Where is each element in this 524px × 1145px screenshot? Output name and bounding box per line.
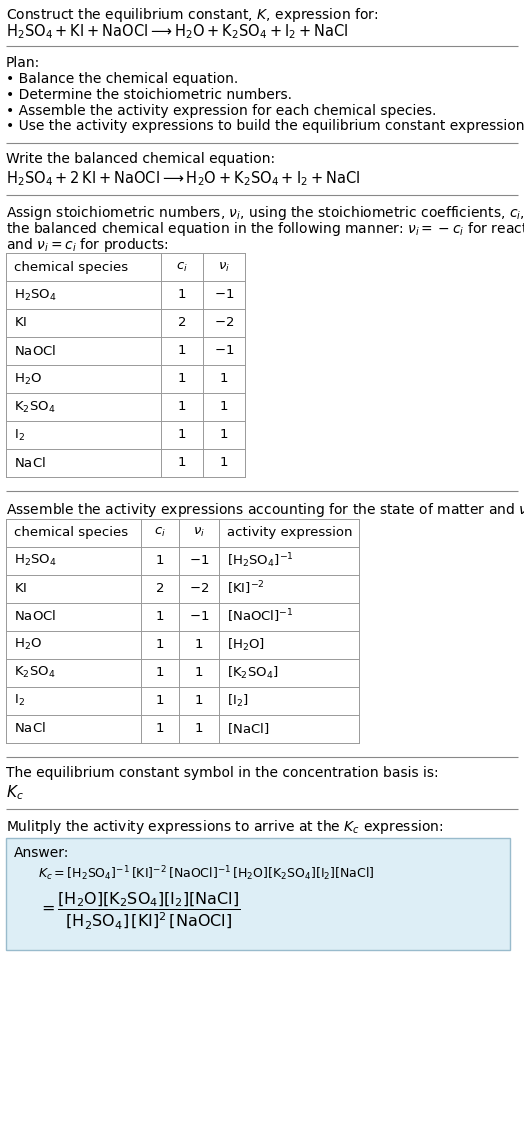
Text: $\mathrm{NaOCl}$: $\mathrm{NaOCl}$ [14,609,56,624]
Text: Construct the equilibrium constant, $K$, expression for:: Construct the equilibrium constant, $K$,… [6,6,378,24]
Text: $\mathrm{NaOCl}$: $\mathrm{NaOCl}$ [14,344,56,358]
Text: $\mathrm{H_2O}$: $\mathrm{H_2O}$ [14,371,42,387]
Text: 1: 1 [195,666,203,679]
Text: 1: 1 [156,666,164,679]
Text: the balanced chemical equation in the following manner: $\nu_i = -c_i$ for react: the balanced chemical equation in the fo… [6,220,524,238]
Text: $[\mathrm{I_2}]$: $[\mathrm{I_2}]$ [227,693,248,709]
Text: 2: 2 [178,316,186,330]
Text: $\mathrm{H_2SO_4 + 2\,KI + NaOCl} \longrightarrow \mathrm{H_2O + K_2SO_4 + I_2 +: $\mathrm{H_2SO_4 + 2\,KI + NaOCl} \longr… [6,169,361,188]
Text: $[\mathrm{H_2O}]$: $[\mathrm{H_2O}]$ [227,637,265,653]
Text: The equilibrium constant symbol in the concentration basis is:: The equilibrium constant symbol in the c… [6,766,439,781]
Text: $\mathrm{I_2}$: $\mathrm{I_2}$ [14,427,25,443]
Text: $\mathrm{H_2SO_4}$: $\mathrm{H_2SO_4}$ [14,553,57,568]
Text: Assemble the activity expressions accounting for the state of matter and $\nu_i$: Assemble the activity expressions accoun… [6,502,524,519]
Text: $-1$: $-1$ [214,289,234,301]
Text: Assign stoichiometric numbers, $\nu_i$, using the stoichiometric coefficients, $: Assign stoichiometric numbers, $\nu_i$, … [6,205,524,222]
Text: $\mathrm{KI}$: $\mathrm{KI}$ [14,316,27,330]
Text: 1: 1 [178,345,186,357]
Text: activity expression: activity expression [227,526,353,539]
Text: 1: 1 [178,457,186,469]
Text: 1: 1 [220,372,228,386]
Text: 1: 1 [178,401,186,413]
Text: $\mathrm{KI}$: $\mathrm{KI}$ [14,582,27,595]
Text: 2: 2 [156,582,164,595]
Text: $\nu_i$: $\nu_i$ [193,526,205,539]
Text: Mulitply the activity expressions to arrive at the $K_c$ expression:: Mulitply the activity expressions to arr… [6,819,443,837]
Text: 1: 1 [156,610,164,623]
Text: 1: 1 [220,457,228,469]
Text: Write the balanced chemical equation:: Write the balanced chemical equation: [6,152,275,166]
Text: $-2$: $-2$ [214,316,234,330]
Text: $-1$: $-1$ [214,345,234,357]
Text: and $\nu_i = c_i$ for products:: and $\nu_i = c_i$ for products: [6,236,169,253]
FancyBboxPatch shape [6,838,510,950]
Text: $K_c = [\mathrm{H_2SO_4}]^{-1}\,[\mathrm{KI}]^{-2}\,[\mathrm{NaOCl}]^{-1}\,[\mat: $K_c = [\mathrm{H_2SO_4}]^{-1}\,[\mathrm… [38,864,375,883]
Text: $c_i$: $c_i$ [176,260,188,274]
Text: $\mathrm{H_2O}$: $\mathrm{H_2O}$ [14,637,42,652]
Text: 1: 1 [220,401,228,413]
Text: $\mathrm{NaCl}$: $\mathrm{NaCl}$ [14,721,46,735]
Text: chemical species: chemical species [14,526,128,539]
Text: $[\mathrm{NaOCl}]^{-1}$: $[\mathrm{NaOCl}]^{-1}$ [227,608,293,625]
Text: 1: 1 [178,289,186,301]
Text: $\mathrm{H_2SO_4 + KI + NaOCl} \longrightarrow \mathrm{H_2O + K_2SO_4 + I_2 + Na: $\mathrm{H_2SO_4 + KI + NaOCl} \longrigh… [6,23,348,41]
Text: 1: 1 [195,638,203,652]
Text: $[\mathrm{K_2SO_4}]$: $[\mathrm{K_2SO_4}]$ [227,664,279,680]
Text: 1: 1 [178,428,186,442]
Text: $-2$: $-2$ [189,582,209,595]
Text: 1: 1 [156,638,164,652]
Text: 1: 1 [178,372,186,386]
Text: $\mathrm{K_2SO_4}$: $\mathrm{K_2SO_4}$ [14,400,56,414]
Text: $\nu_i$: $\nu_i$ [218,260,230,274]
Text: • Balance the chemical equation.: • Balance the chemical equation. [6,72,238,87]
Text: $= \dfrac{[\mathrm{H_2O}][\mathrm{K_2SO_4}][\mathrm{I_2}][\mathrm{NaCl}]}{[\math: $= \dfrac{[\mathrm{H_2O}][\mathrm{K_2SO_… [38,891,241,932]
Text: $K_c$: $K_c$ [6,783,24,802]
Text: $[\mathrm{KI}]^{-2}$: $[\mathrm{KI}]^{-2}$ [227,579,265,598]
Text: • Use the activity expressions to build the equilibrium constant expression.: • Use the activity expressions to build … [6,119,524,133]
Text: 1: 1 [156,554,164,567]
Text: $[\mathrm{NaCl}]$: $[\mathrm{NaCl}]$ [227,721,269,736]
Text: $[\mathrm{H_2SO_4}]^{-1}$: $[\mathrm{H_2SO_4}]^{-1}$ [227,551,294,570]
Text: 1: 1 [156,694,164,706]
Text: 1: 1 [220,428,228,442]
Text: 1: 1 [195,722,203,735]
Text: $-1$: $-1$ [189,610,209,623]
Text: $-1$: $-1$ [189,554,209,567]
Text: $c_i$: $c_i$ [154,526,166,539]
Text: $\mathrm{NaCl}$: $\mathrm{NaCl}$ [14,456,46,469]
Text: $\mathrm{K_2SO_4}$: $\mathrm{K_2SO_4}$ [14,665,56,680]
Text: $\mathrm{H_2SO_4}$: $\mathrm{H_2SO_4}$ [14,287,57,302]
Text: 1: 1 [195,694,203,706]
Text: • Determine the stoichiometric numbers.: • Determine the stoichiometric numbers. [6,88,292,102]
Text: Answer:: Answer: [14,846,69,860]
Text: • Assemble the activity expression for each chemical species.: • Assemble the activity expression for e… [6,103,436,118]
Text: 1: 1 [156,722,164,735]
Text: Plan:: Plan: [6,56,40,70]
Text: chemical species: chemical species [14,261,128,274]
Text: $\mathrm{I_2}$: $\mathrm{I_2}$ [14,693,25,708]
